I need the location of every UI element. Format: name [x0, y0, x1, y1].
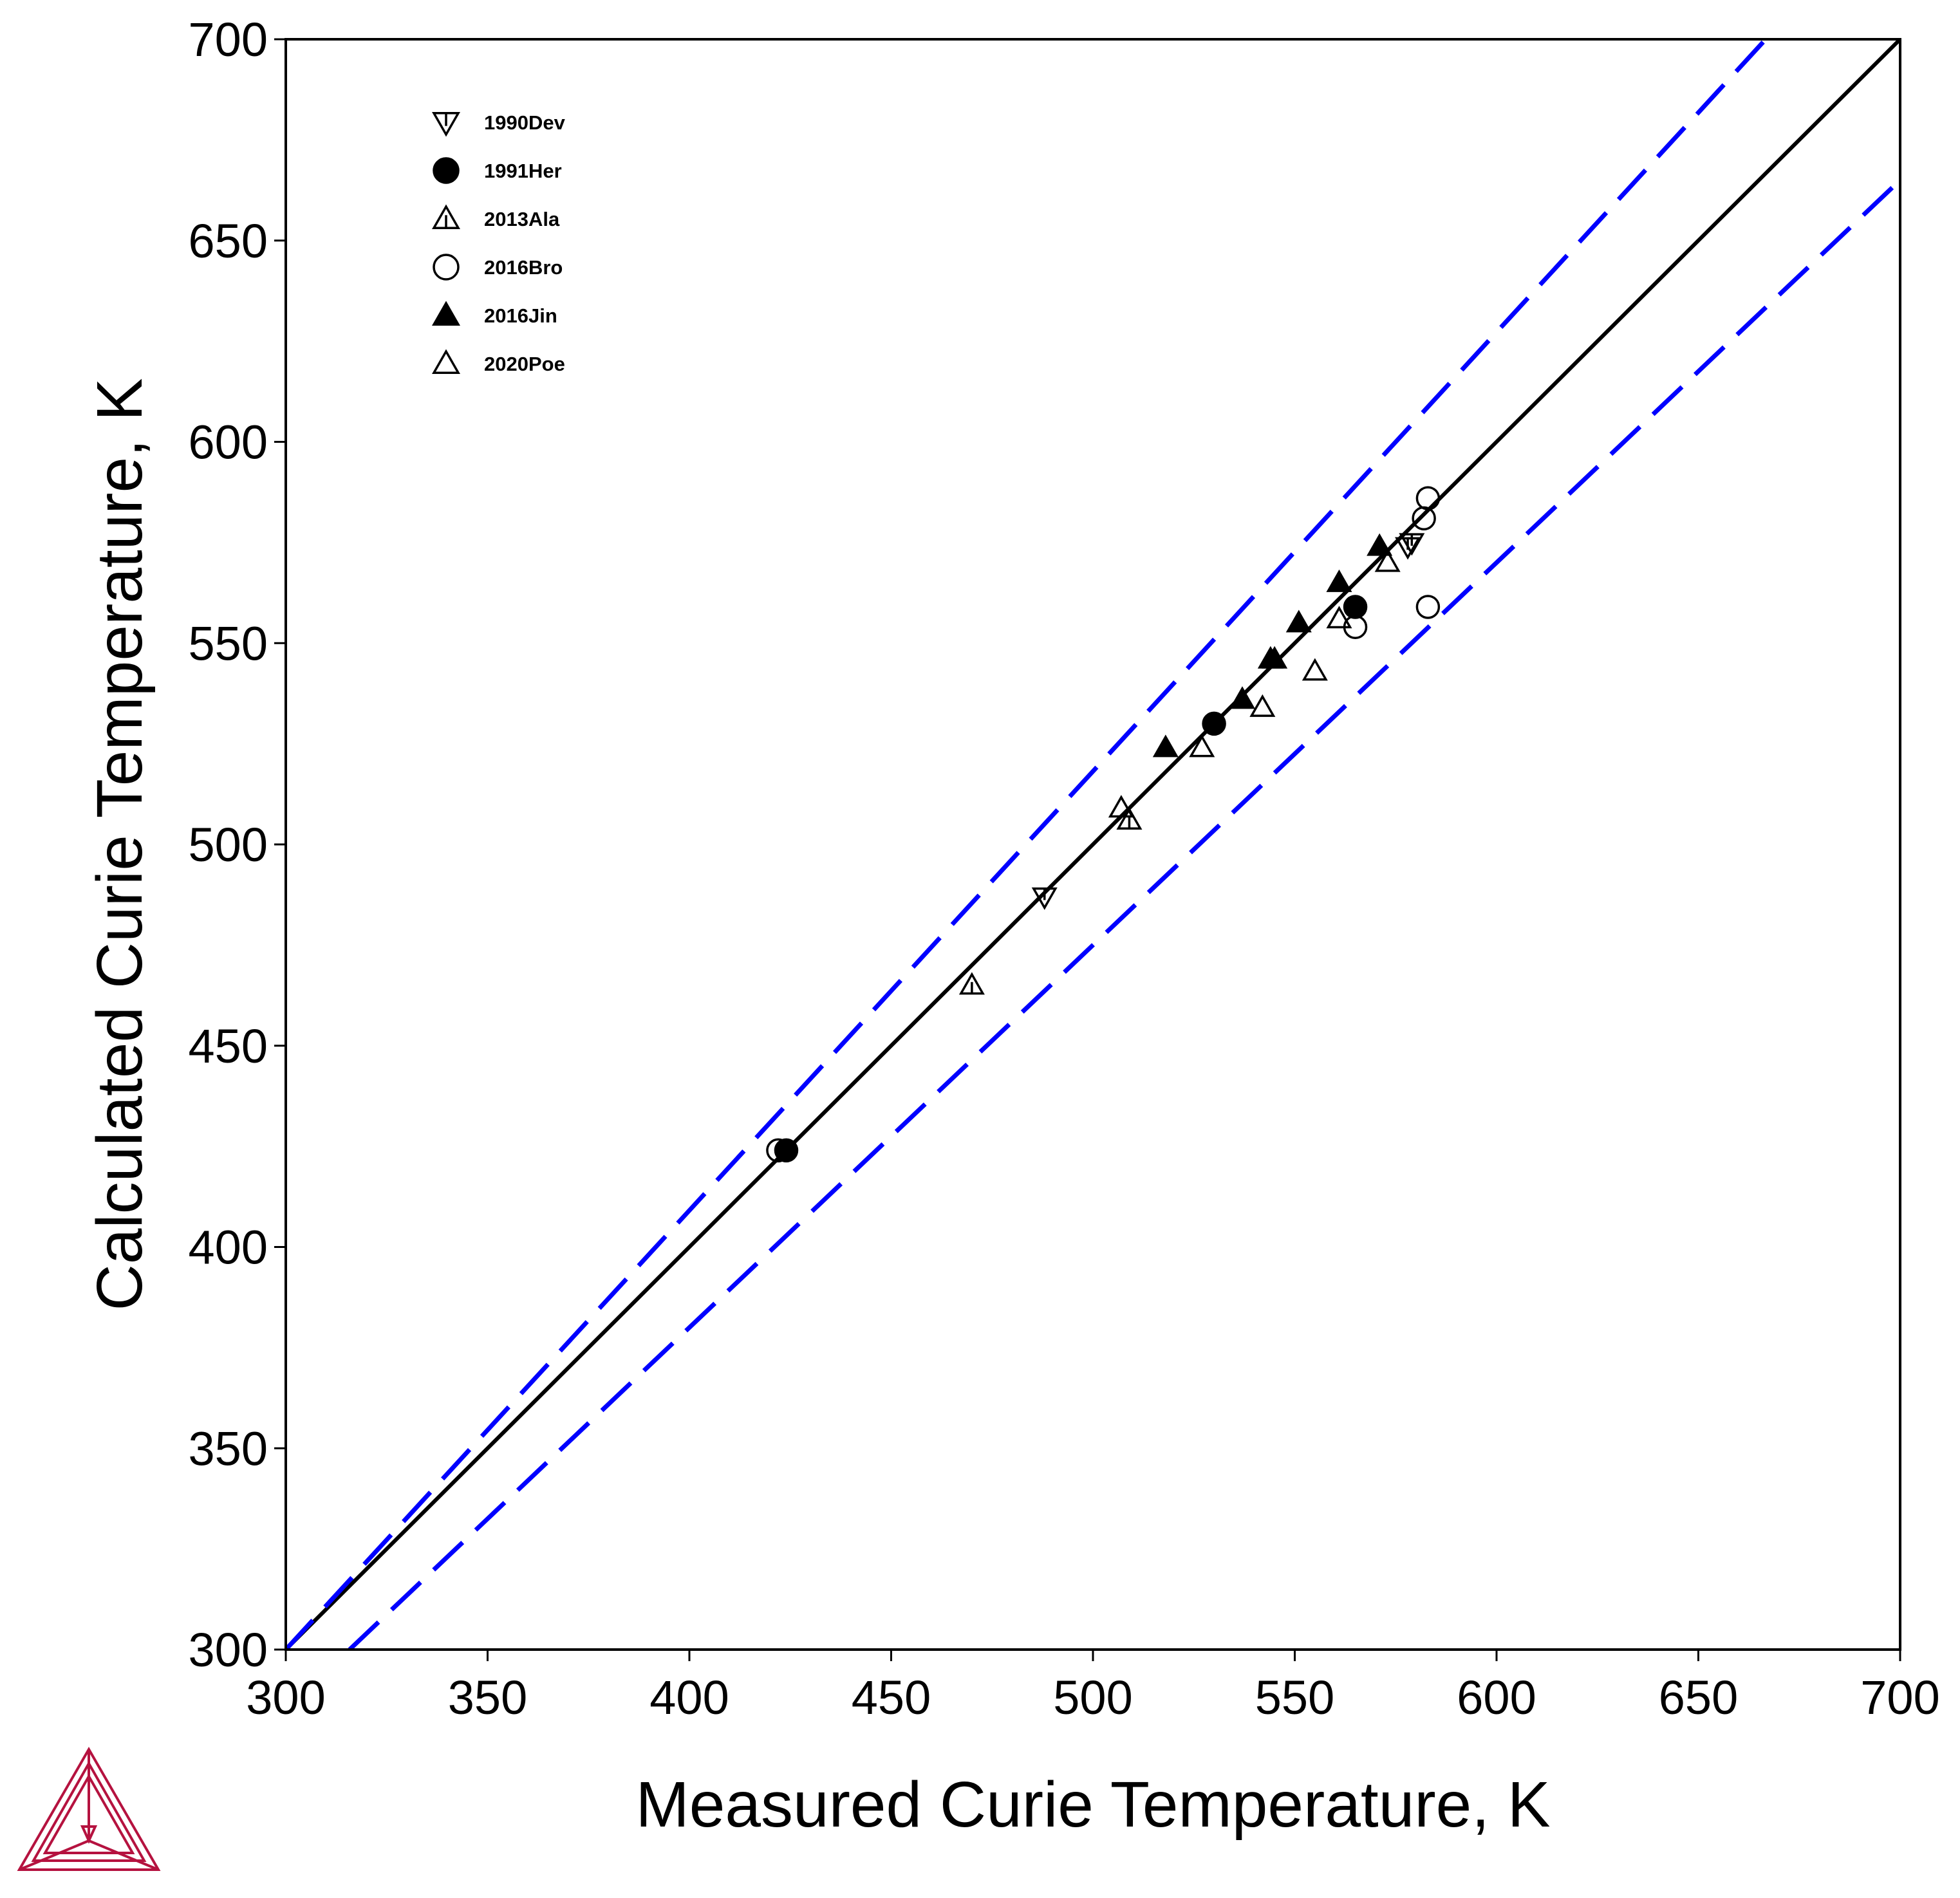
- legend-label: 1990Dev: [484, 111, 566, 134]
- marker-2020Poe: [1374, 549, 1401, 572]
- x-tick-label: 550: [1255, 1671, 1334, 1724]
- legend-marker-2016Bro: [433, 254, 460, 281]
- marker-2013Ala: [1116, 806, 1143, 830]
- x-tick-label: 350: [448, 1671, 527, 1724]
- x-tick-label: 600: [1457, 1671, 1536, 1724]
- y-tick-label: 300: [189, 1623, 268, 1677]
- marker-2016Bro: [1412, 506, 1436, 531]
- x-tick-label: 700: [1860, 1671, 1939, 1724]
- legend: 1990Dev 1991Her 2013Ala 2016Bro 2016Jin 2020P…: [431, 111, 566, 375]
- legend-item-2016Jin: 2016Jin: [431, 301, 557, 327]
- marker-2016Bro: [1415, 595, 1441, 619]
- marker-2016Bro: [1415, 486, 1441, 510]
- legend-label: 2020Poe: [484, 353, 565, 375]
- legend-marker-2020Poe: [431, 349, 461, 374]
- marker-2016Jin: [1367, 533, 1393, 556]
- legend-label: 2013Ala: [484, 208, 560, 230]
- x-tick-label: 650: [1659, 1671, 1738, 1724]
- tolerance-line-1: [286, 39, 1768, 1650]
- y-tick-label: 350: [189, 1422, 268, 1475]
- marker-2016Jin: [1326, 569, 1352, 592]
- y-tick-label: 650: [189, 214, 268, 268]
- marker-2020Poe: [1189, 734, 1215, 758]
- marker-1991Her: [1202, 711, 1226, 736]
- y-tick-label: 700: [189, 13, 268, 66]
- plot-area: [285, 38, 1901, 1651]
- y-tick-label: 550: [189, 617, 268, 670]
- x-tick-label: 500: [1053, 1671, 1132, 1724]
- x-axis-ticks: 300 350 400 450 500 550 600 650 700: [246, 1650, 1940, 1724]
- thermo-calc-logo: [17, 1747, 161, 1871]
- x-tick-label: 400: [649, 1671, 729, 1724]
- marker-2020Poe: [1249, 694, 1276, 717]
- y-tick-label: 400: [189, 1221, 268, 1274]
- x-axis-title: Measured Curie Temperature, K: [635, 1769, 1550, 1841]
- marker-2016Jin: [1229, 686, 1256, 709]
- marker-2016Jin: [1262, 646, 1288, 669]
- marker-2020Poe: [1326, 606, 1352, 629]
- legend-item-2016Bro: 2016Bro: [433, 254, 563, 281]
- tolerance-line-2: [348, 178, 1900, 1650]
- x-tick-label: 300: [246, 1671, 325, 1724]
- legend-label: 2016Bro: [484, 256, 563, 279]
- legend-item-1990Dev: 1990Dev: [431, 111, 566, 137]
- legend-marker-1990Dev: [431, 112, 461, 137]
- y-tick-label: 600: [189, 416, 268, 469]
- marker-1990Dev: [1399, 533, 1425, 556]
- data-markers: [766, 486, 1441, 1163]
- marker-2016Bro: [766, 1138, 790, 1163]
- x-tick-label: 450: [852, 1671, 931, 1724]
- marker-2016Jin: [1152, 734, 1179, 758]
- legend-label: 1991Her: [484, 160, 562, 182]
- legend-item-2020Poe: 2020Poe: [431, 349, 565, 375]
- legend-marker-2016Jin: [431, 301, 461, 326]
- marker-2013Ala: [958, 972, 985, 995]
- y-tick-label: 450: [189, 1019, 268, 1073]
- identity-line: [286, 39, 1900, 1650]
- marker-2016Jin: [1285, 609, 1312, 633]
- y-axis-ticks: 300 350 400 450 500 550 600 650 700: [189, 13, 286, 1677]
- marker-1990Dev: [1031, 887, 1058, 910]
- reference-lines: [286, 39, 1900, 1650]
- legend-marker-2013Ala: [431, 204, 461, 229]
- marker-1991Her: [1343, 595, 1368, 619]
- marker-2020Poe: [1302, 658, 1328, 681]
- legend-item-2013Ala: 2013Ala: [431, 204, 560, 230]
- legend-marker-1991Her: [433, 157, 460, 184]
- marker-2020Poe: [1108, 795, 1134, 818]
- legend-item-1991Her: 1991Her: [433, 157, 562, 184]
- legend-label: 2016Jin: [484, 304, 557, 327]
- marker-1991Her: [774, 1138, 799, 1163]
- y-tick-label: 500: [189, 818, 268, 871]
- y-axis-title: Calculated Curie Temperature, K: [84, 378, 156, 1311]
